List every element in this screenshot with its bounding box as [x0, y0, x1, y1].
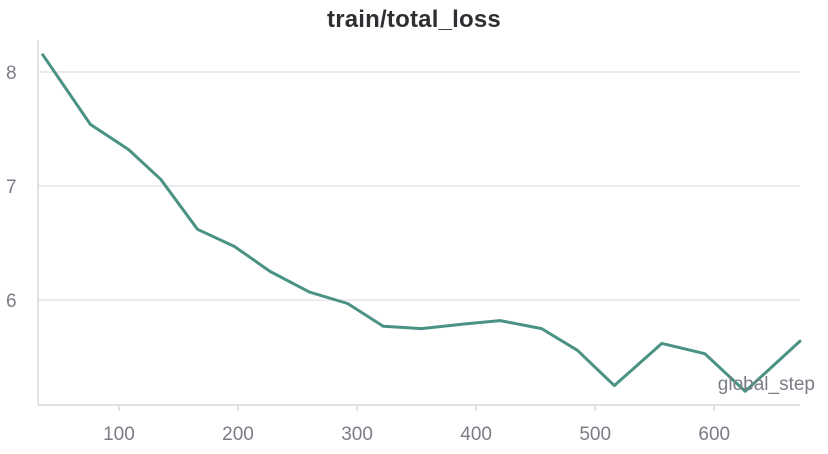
x-axis-label: global_step	[718, 374, 815, 395]
series-line	[41, 53, 802, 393]
y-tick-label: 8	[6, 63, 17, 84]
x-tick-label: 600	[698, 424, 730, 445]
x-ticks: 100 200 300 400 500 600	[103, 405, 730, 445]
grid-lines	[38, 71, 800, 301]
y-tick-label: 6	[6, 291, 17, 312]
series-layer	[41, 53, 802, 393]
y-ticks: 6 7 8	[6, 63, 17, 312]
x-tick-label: 400	[460, 424, 492, 445]
x-tick-label: 500	[579, 424, 611, 445]
axes	[37, 40, 800, 406]
x-tick-label: 200	[222, 424, 254, 445]
chart-title: train/total_loss	[327, 6, 501, 33]
y-tick-label: 7	[6, 177, 17, 198]
x-tick-label: 300	[341, 424, 373, 445]
x-tick-label: 100	[103, 424, 135, 445]
